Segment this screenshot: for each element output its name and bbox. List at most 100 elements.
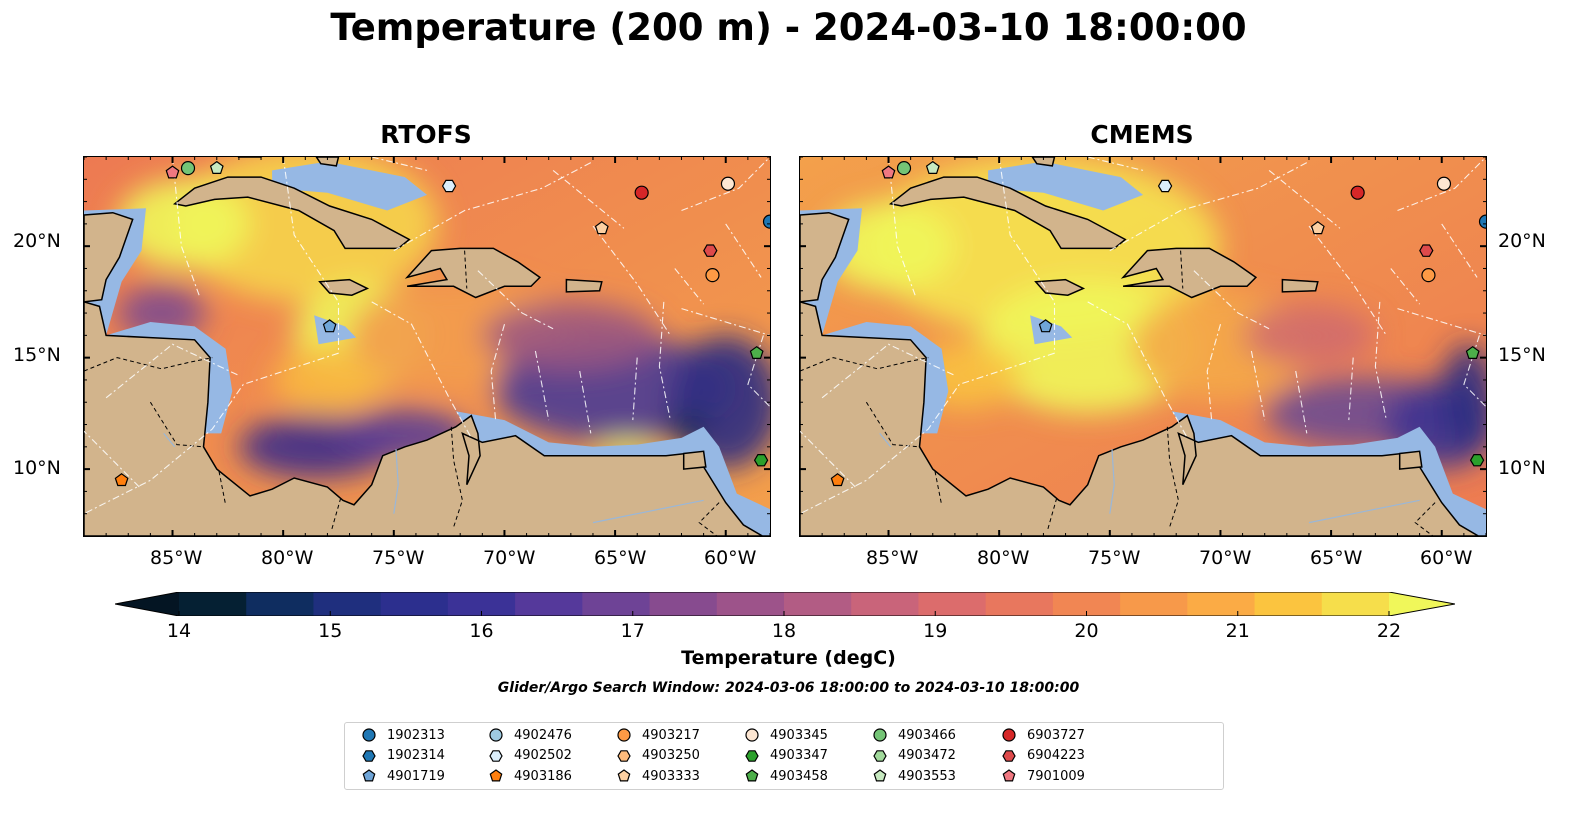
eez-boundary	[658, 301, 671, 421]
eez-boundary	[725, 223, 762, 278]
yucatan-land	[84, 211, 134, 303]
x-tick-label: 85°W	[150, 547, 203, 569]
country-border	[1180, 250, 1184, 289]
legend-item: 4903466	[872, 725, 956, 745]
legend-marker-circle-icon	[617, 728, 631, 742]
colorbar-segment	[784, 592, 852, 616]
river	[592, 499, 704, 524]
legend-item: 4902476	[488, 725, 572, 745]
legend-marker	[362, 749, 376, 762]
x-tick-label: 70°W	[483, 547, 536, 569]
y-tick-label: 15°N	[13, 344, 61, 366]
colorbar-segment	[515, 592, 583, 616]
eez-boundary	[681, 308, 770, 336]
temperature-anomaly	[117, 179, 250, 269]
eez-boundary	[579, 370, 592, 434]
x-tick-label: 80°W	[261, 547, 314, 569]
country-border	[1047, 497, 1058, 530]
legend-label: 4902502	[514, 748, 572, 763]
eez-boundary	[632, 357, 638, 421]
float-marker-4901719	[1038, 319, 1053, 333]
legend-item: 4903458	[744, 766, 828, 786]
shallow-shelf	[272, 161, 427, 211]
legend-marker	[617, 749, 631, 762]
legend-marker	[362, 728, 376, 742]
x-tick-label: 80°W	[977, 547, 1030, 569]
x-tick-label: 70°W	[1199, 547, 1252, 569]
trinidad-land	[1398, 450, 1423, 470]
bahamas-land	[315, 157, 340, 167]
float-marker-7901009	[881, 165, 896, 179]
y-tick-label: 20°N	[1498, 230, 1546, 252]
float-marker-7901009	[165, 165, 180, 179]
float-marker-4902502	[441, 179, 457, 193]
eez-boundary	[1250, 350, 1266, 421]
eez-boundary	[1397, 308, 1486, 336]
legend-marker	[745, 728, 759, 742]
x-tick-label: 65°W	[594, 547, 647, 569]
eez-boundary	[84, 430, 140, 488]
rtofs-map-canvas	[84, 157, 770, 536]
eez-boundary	[84, 352, 339, 515]
country-border	[800, 357, 929, 372]
colorbar-segment	[380, 592, 449, 616]
colorbar-segment	[918, 592, 987, 616]
eez-boundary	[1374, 301, 1387, 421]
legend-label: 4903458	[770, 768, 828, 784]
colorbar-extend-low	[115, 592, 179, 616]
eez-boundary	[1109, 161, 1310, 252]
colorbar-tick-label: 15	[318, 620, 343, 642]
eez-boundary	[534, 350, 550, 421]
x-tick-label: 75°W	[1088, 547, 1141, 569]
colorbar-segment	[1187, 592, 1256, 616]
legend-item: 6903727	[1001, 725, 1085, 745]
legend-marker-circle-icon	[489, 728, 503, 742]
legend-label: 4901719	[387, 768, 445, 784]
legend-marker-circle-icon	[745, 728, 759, 742]
map-ticks	[800, 157, 1486, 536]
country-border	[1166, 426, 1179, 528]
legend-label: 4903345	[770, 727, 828, 743]
y-tick-label: 10°N	[1498, 457, 1546, 479]
eez-boundary	[490, 324, 506, 421]
y-tick-label: 15°N	[1498, 344, 1546, 366]
legend-marker	[1002, 728, 1016, 742]
river	[879, 433, 892, 448]
legend-marker	[489, 769, 503, 782]
country-border	[1414, 502, 1436, 536]
shallow-shelf	[455, 411, 770, 536]
river	[1109, 449, 1115, 514]
hispaniola-land	[1120, 247, 1258, 299]
legend-marker	[617, 728, 631, 742]
float-marker-6903727	[634, 185, 649, 200]
float-marker-4903186	[830, 473, 845, 487]
x-tick-label: 60°W	[1420, 547, 1473, 569]
legend-label: 6903727	[1027, 727, 1085, 743]
legend-marker	[745, 769, 759, 782]
float-marker-4903345	[1436, 176, 1452, 191]
legend-label: 4903466	[898, 727, 956, 743]
legend-label: 4903347	[770, 748, 828, 763]
shallow-shelf	[988, 161, 1143, 211]
legend-item: 4903186	[488, 766, 572, 786]
eez-boundary	[105, 343, 240, 399]
cmems-map	[799, 156, 1487, 537]
colorbar-segment	[985, 592, 1054, 616]
float-marker-4903345	[720, 176, 736, 191]
shallow-shelf	[1171, 411, 1486, 536]
legend-item: 4903472	[872, 746, 956, 766]
eez-boundary	[1193, 270, 1270, 330]
cuba-land	[172, 176, 411, 250]
float-marker-6904223	[703, 244, 718, 257]
legend-marker-hexagon-icon	[617, 749, 631, 762]
legend-marker-pentagon-icon	[362, 769, 376, 782]
legend-item: 4903553	[872, 766, 956, 786]
legend-item: 1902314	[361, 746, 445, 766]
legend-marker-circle-icon	[1002, 728, 1016, 742]
colorbar-tick-label: 17	[620, 620, 645, 642]
legend-item: 4903345	[744, 725, 828, 745]
country-border	[149, 401, 204, 448]
float-marker-4902502	[1157, 179, 1173, 193]
float-marker-4903347	[1469, 454, 1485, 467]
eez-boundary	[1348, 357, 1354, 421]
